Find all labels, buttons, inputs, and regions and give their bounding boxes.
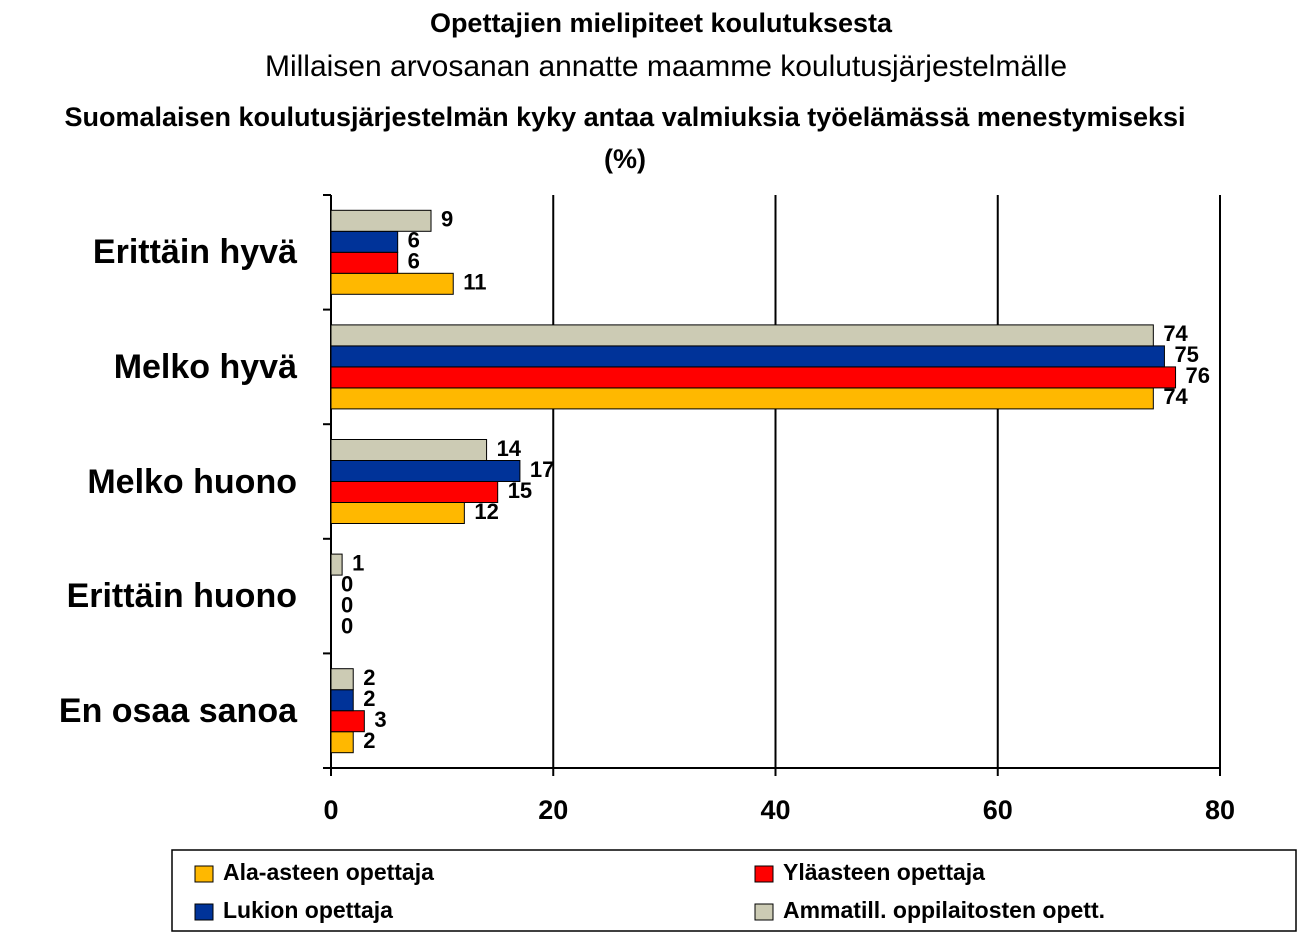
data-label: 9 — [441, 207, 453, 232]
chart-title: Opettajien mielipiteet koulutuksesta — [429, 8, 893, 38]
x-tick-label: 60 — [983, 795, 1013, 825]
data-label: 0 — [341, 571, 353, 596]
bar — [330, 251, 399, 274]
bar — [330, 324, 1154, 347]
category-label: Erittäin huono — [66, 577, 297, 616]
data-label: 17 — [530, 457, 554, 482]
legend-swatch — [754, 903, 774, 921]
data-label: 11 — [463, 270, 486, 295]
bar — [330, 481, 499, 503]
bar — [330, 668, 354, 691]
bar — [330, 439, 488, 461]
bar — [330, 230, 399, 253]
data-label: 6 — [408, 228, 420, 253]
legend-label: Lukion opettaja — [223, 897, 393, 923]
bar — [330, 209, 432, 232]
bar — [330, 366, 1177, 389]
bar — [330, 710, 365, 733]
x-tick-label: 20 — [538, 795, 568, 825]
chart-subtitle: Millaisen arvosanan annatte maamme koulu… — [264, 50, 1068, 83]
bar — [330, 502, 465, 524]
x-tick-label: 0 — [323, 795, 338, 825]
bar — [330, 345, 1165, 368]
data-label: 2 — [363, 665, 375, 690]
x-tick-label: 40 — [760, 795, 790, 825]
category-label: Melko huono — [87, 462, 297, 501]
data-label: 14 — [497, 436, 522, 461]
bar — [330, 272, 454, 295]
legend-label: Yläasteen opettaja — [783, 859, 985, 885]
bar — [330, 731, 354, 754]
bar — [330, 387, 1154, 410]
category-label: Melko hyvä — [113, 347, 297, 386]
legend-swatch — [754, 865, 774, 883]
category-label: Erittäin hyvä — [92, 233, 297, 272]
chart-heading: Suomalaisen koulutusjärjestelmän kyky an… — [64, 102, 1209, 174]
data-label: 0 — [341, 592, 353, 617]
legend-swatch — [194, 903, 214, 921]
legend-label: Ammatill. oppilaitosten opett. — [783, 897, 1105, 923]
data-label: 1 — [352, 550, 364, 575]
data-label: 3 — [374, 707, 386, 732]
bar — [330, 553, 343, 576]
data-label: 0 — [341, 613, 353, 638]
legend-swatch — [194, 865, 214, 883]
bar — [330, 689, 354, 712]
bar — [330, 460, 521, 482]
data-label: 2 — [363, 728, 375, 753]
data-label: 2 — [363, 686, 375, 711]
legend-label: Ala-asteen opettaja — [223, 859, 434, 885]
data-label: 75 — [1174, 342, 1198, 367]
category-label: En osaa sanoa — [58, 691, 297, 730]
data-label: 76 — [1186, 363, 1210, 388]
data-label: 74 — [1163, 321, 1188, 346]
data-label: 6 — [408, 249, 420, 274]
legend-box — [171, 849, 1297, 932]
x-tick-label: 80 — [1205, 795, 1235, 825]
